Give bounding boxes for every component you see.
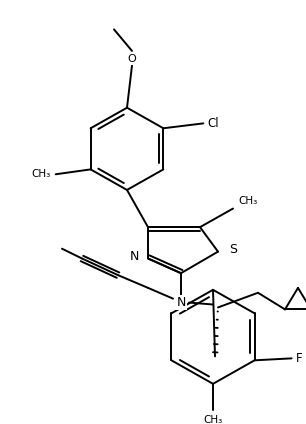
Text: CH₃: CH₃ [203,415,223,424]
Text: O: O [128,54,136,64]
Text: N: N [176,296,186,309]
Text: N: N [129,250,139,263]
Text: CH₃: CH₃ [238,196,258,206]
Text: S: S [229,243,237,256]
Text: Cl: Cl [207,117,219,130]
Text: CH₃: CH₃ [31,169,50,179]
Text: F: F [296,352,303,365]
